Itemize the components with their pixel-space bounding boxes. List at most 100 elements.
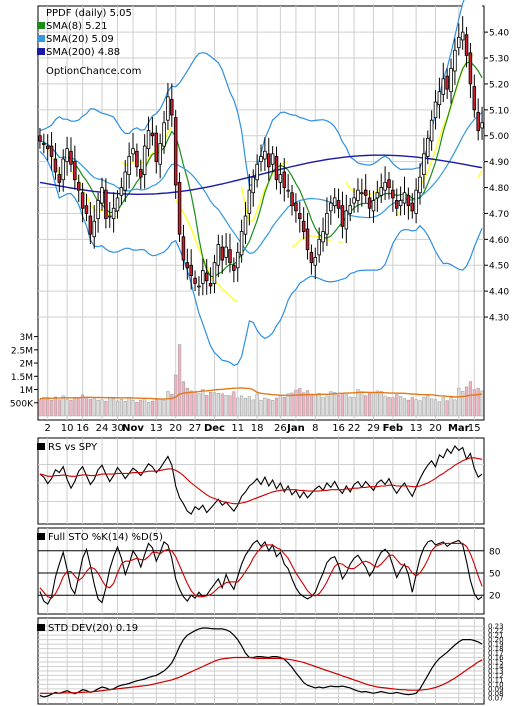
rs-average-line (39, 457, 483, 505)
candle (111, 207, 116, 220)
legend-swatch-sma8 (37, 22, 45, 29)
volume-bar (309, 393, 314, 417)
volume-bar (461, 391, 465, 417)
rs-legend: RS vs SPY (37, 442, 98, 453)
candle (290, 192, 294, 207)
x-tick-label: 15 (468, 423, 481, 434)
candle (263, 150, 267, 160)
candle (305, 228, 310, 251)
candle (426, 137, 430, 157)
x-tick-label: 10 (61, 423, 74, 434)
volume-bar (348, 396, 352, 417)
volume-bar (46, 398, 50, 417)
candle (166, 96, 170, 121)
volume-bar (457, 387, 461, 417)
x-tick-label: 24 (96, 423, 109, 434)
x-tick-label: 26 (274, 423, 287, 434)
candle (453, 49, 457, 72)
volume-bar (290, 392, 294, 417)
candle (410, 202, 415, 212)
volume-bar (57, 399, 61, 417)
price-tick-label: 5.20 (489, 80, 509, 90)
candle (360, 192, 364, 195)
candle (150, 132, 155, 137)
candle (96, 200, 100, 220)
volume-bar (146, 402, 151, 417)
volume-bar (108, 397, 112, 417)
candle (468, 52, 473, 85)
candle (391, 189, 395, 199)
sd-tick-label: 0.23 (488, 623, 504, 631)
sd-tick-label: 0.22 (488, 627, 504, 635)
volume-bar (356, 389, 360, 417)
x-tick-label: 11 (231, 423, 244, 434)
candle (49, 145, 54, 157)
candle (266, 153, 271, 168)
candle (387, 179, 391, 188)
x-tick-label: 22 (348, 423, 361, 434)
volume-bar (216, 392, 220, 417)
bollinger-yellow-upper (120, 54, 475, 223)
sd-tick-label: 0.13 (488, 667, 504, 675)
candle (220, 246, 224, 261)
volume-tick-label: 2.5M (11, 346, 33, 356)
volume-bar (139, 399, 143, 417)
volume-tick-label: 1M (20, 386, 34, 396)
volume-bar (395, 394, 399, 417)
volume-bar (259, 400, 263, 417)
volume-bar (379, 391, 383, 417)
price-tick-label: 4.40 (489, 288, 509, 298)
legend-swatch-sma200 (37, 48, 45, 55)
volume-bar (313, 394, 317, 417)
sd-tick-label: 0.11 (488, 676, 504, 684)
volume-bar (360, 391, 364, 417)
volume-bar (232, 391, 236, 417)
volume-bar (228, 395, 232, 417)
candle (332, 197, 337, 207)
price-tick-label: 4.50 (489, 262, 509, 272)
volume-bar (135, 401, 139, 417)
candle (53, 158, 58, 173)
volume-bar (212, 392, 217, 417)
legend-swatch-sto (37, 533, 45, 540)
volume-bar (441, 397, 445, 417)
stddev-panel: 0.070.080.090.100.110.120.130.140.150.16… (37, 617, 504, 705)
candle (402, 192, 407, 204)
candle (127, 156, 131, 175)
volume-bar (449, 397, 453, 417)
volume-bar (274, 397, 279, 417)
candle (371, 200, 376, 212)
volume-bar (352, 396, 356, 417)
x-tick-label: Mar (448, 423, 470, 434)
candle (131, 148, 135, 155)
sd-tick-label: 0.12 (488, 672, 504, 680)
candle (344, 210, 349, 230)
candle (57, 174, 62, 183)
volume-bar (414, 399, 418, 417)
volume-bar (104, 400, 108, 417)
volume-bar (96, 399, 100, 417)
candle (274, 156, 279, 181)
volume-bar (263, 397, 267, 417)
price-tick-label: 5.10 (489, 106, 509, 116)
candle (232, 264, 236, 271)
volume-bar (247, 396, 251, 417)
candle (383, 181, 387, 191)
volume-bar (302, 392, 306, 417)
price-tick-label: 4.30 (489, 314, 509, 324)
sd-tick-label: 0.09 (488, 685, 504, 693)
volume-bar (399, 396, 403, 417)
volume-bar (53, 396, 58, 417)
volume-bar (336, 395, 341, 417)
volume-bar (294, 389, 298, 417)
candle (329, 202, 333, 212)
volume-tick-label: 3M (20, 333, 34, 343)
volume-bar (80, 394, 85, 417)
candle (398, 200, 403, 207)
candle (379, 187, 383, 196)
volume-bar (115, 400, 120, 417)
candle (367, 197, 372, 209)
volume-bar (418, 400, 422, 417)
candle (429, 119, 434, 142)
bollinger-lower (39, 150, 483, 367)
